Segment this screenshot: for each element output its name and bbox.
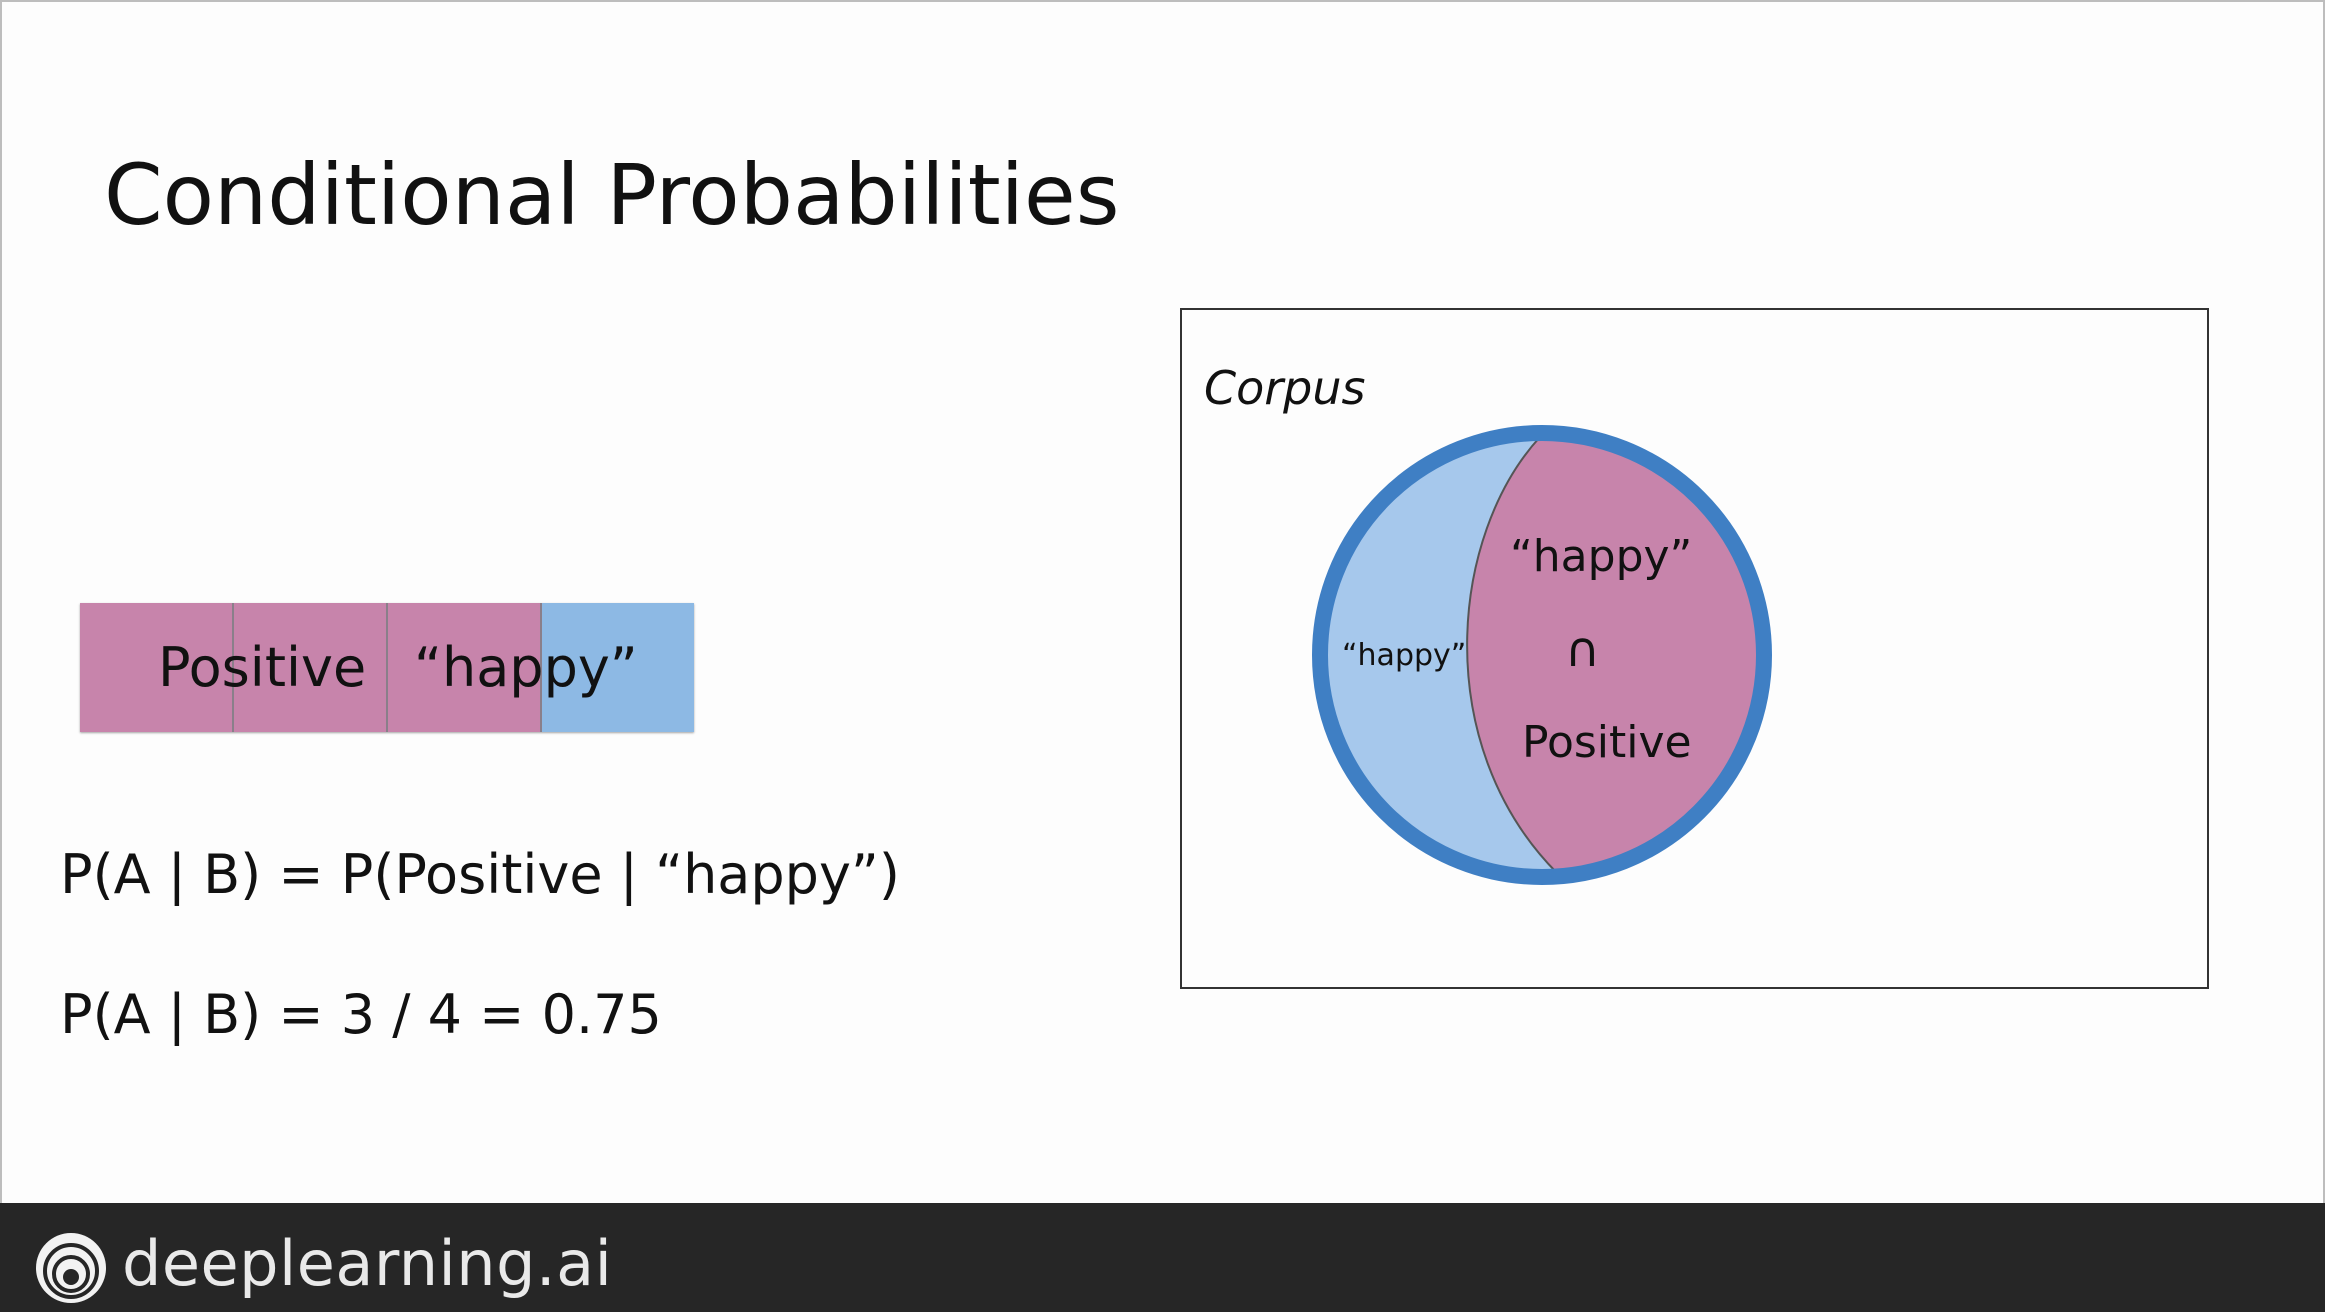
formula-conditional: P(A | B) = P(Positive | “happy”): [60, 843, 900, 906]
slide-title: Conditional Probabilities: [104, 146, 1120, 244]
intersection-symbol: ∩: [1565, 622, 1601, 678]
strip-cell-2: [234, 603, 388, 732]
word-strip: [80, 603, 694, 732]
venn-diagram: [1312, 425, 1772, 885]
positive-region: [1466, 436, 1764, 874]
brand-name: deeplearning.ai: [122, 1227, 613, 1300]
happy-circle-ring: [1312, 425, 1772, 885]
deeplearning-logo-icon: [36, 1233, 106, 1303]
footer-bar: [0, 1203, 2325, 1312]
strip-cell-4: [542, 603, 694, 732]
strip-cell-3: [388, 603, 542, 732]
strip-cell-1: [80, 603, 234, 732]
venn-label-intersection-positive: Positive: [1522, 717, 1692, 768]
venn-label-intersection-happy: “happy”: [1510, 531, 1693, 582]
strip-label-happy: “happy”: [414, 636, 638, 699]
strip-label-positive: Positive: [158, 636, 367, 699]
corpus-label: Corpus: [1204, 361, 1366, 415]
venn-label-happy: “happy”: [1342, 638, 1467, 673]
formula-result: P(A | B) = 3 / 4 = 0.75: [60, 983, 662, 1046]
